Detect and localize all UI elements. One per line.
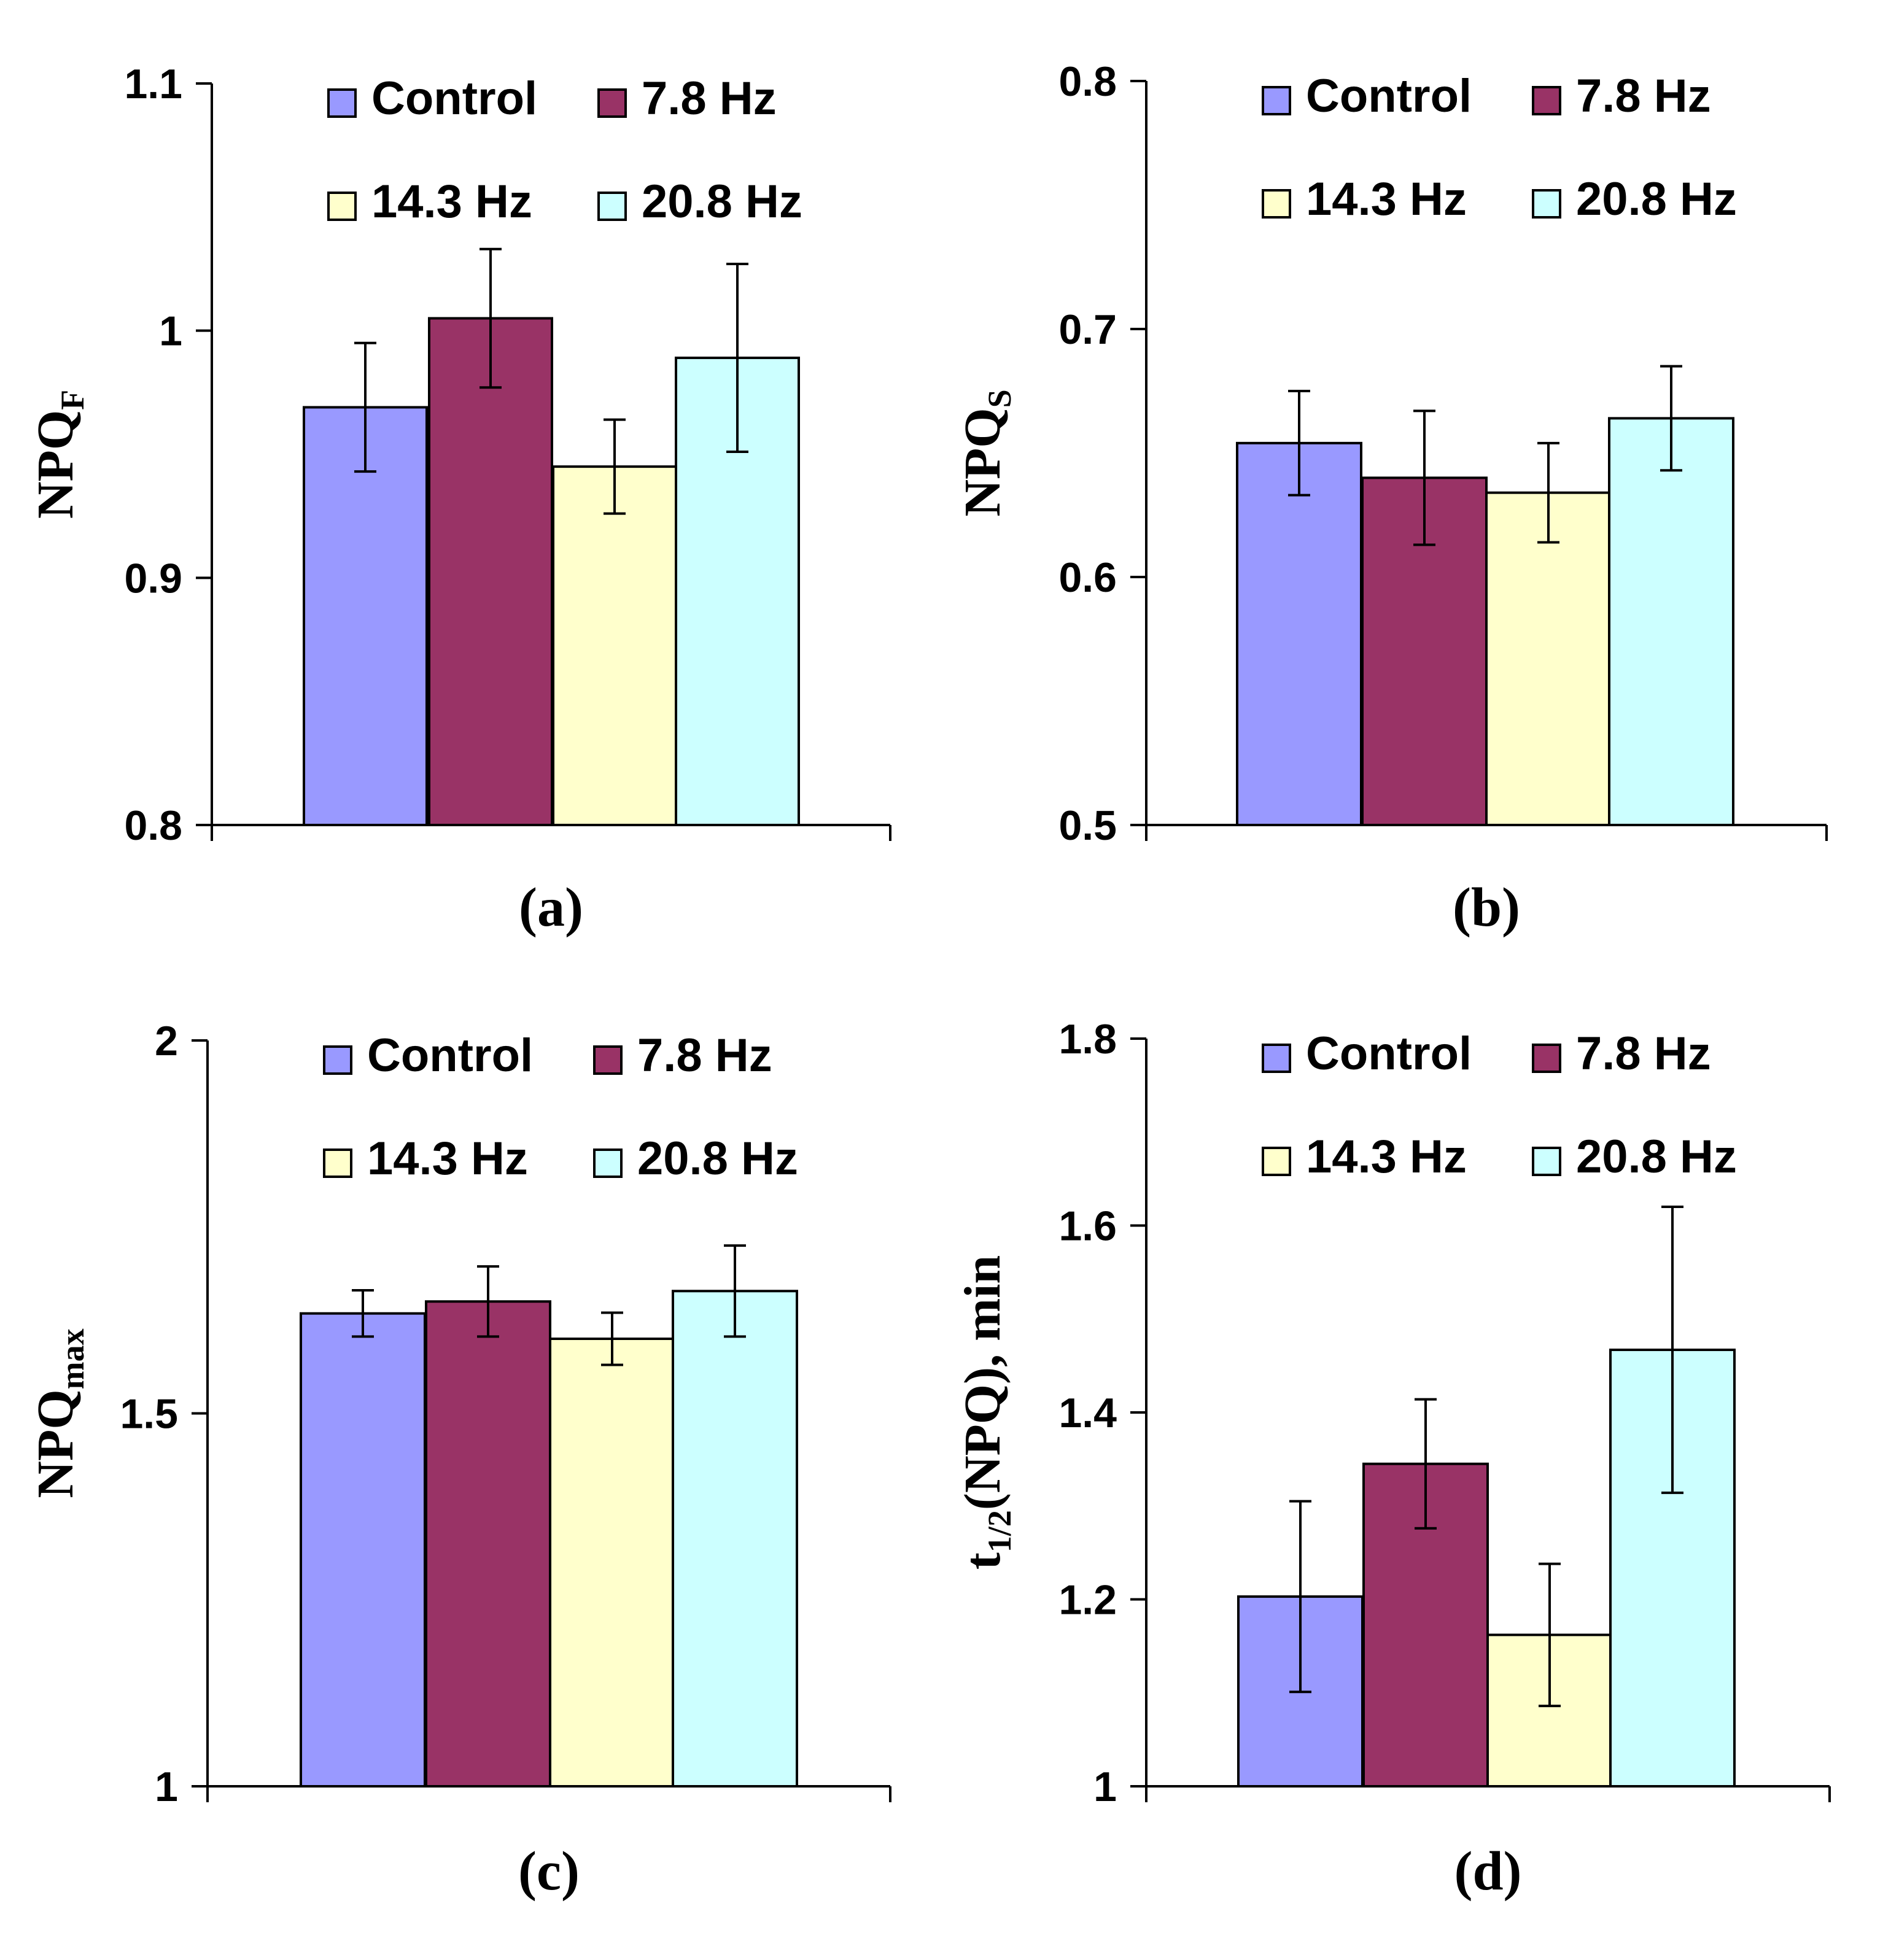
bar-control xyxy=(1236,441,1362,826)
legend-swatch xyxy=(597,88,627,118)
y-tick-label: 1.4 xyxy=(1058,1390,1117,1436)
y-tick-label: 0.8 xyxy=(1058,58,1117,105)
y-axis-label: t1/2(NPQ), min xyxy=(954,1255,1018,1570)
bar-14-3-hz xyxy=(552,465,677,826)
bar-14-3-hz xyxy=(549,1338,675,1788)
y-tick-label: 2 xyxy=(155,1018,178,1064)
legend-label: Control xyxy=(367,1029,533,1082)
y-tick-label: 0.9 xyxy=(124,555,182,602)
bar-7-8-hz xyxy=(425,1300,551,1788)
legend-swatch xyxy=(327,192,357,221)
error-bar xyxy=(1539,1562,1561,1708)
y-tick-label: 1 xyxy=(155,1764,178,1810)
legend: Control 7.8 Hz 14.3 Hz 20.8 Hz xyxy=(1262,1028,1737,1183)
legend-label: 20.8 Hz xyxy=(637,1133,798,1185)
bar-20-8-hz xyxy=(672,1290,798,1788)
panel-d: 1 1.2 1.4 1.6 1.8 Control 7.8 Hz 14.3 Hz 20.8 Hz… xyxy=(954,1016,1831,1902)
legend-swatch xyxy=(593,1148,623,1178)
error-bar xyxy=(1415,1398,1437,1530)
panel-b: 0.5 0.6 0.7 0.8 Control 7.8 Hz 14.3 Hz 20.8 Hz N… xyxy=(954,58,1828,938)
error-bar xyxy=(352,1289,374,1338)
y-tick-label: 1 xyxy=(159,308,182,355)
error-bar xyxy=(1413,409,1435,546)
legend-label: Control xyxy=(1306,1028,1472,1080)
legend-label: 14.3 Hz xyxy=(1306,1131,1467,1183)
error-bar xyxy=(726,262,748,453)
legend-swatch xyxy=(327,88,357,118)
error-bar xyxy=(724,1244,746,1338)
y-tick-label: 0.5 xyxy=(1058,802,1117,849)
legend-swatch xyxy=(593,1045,623,1075)
legend-swatch xyxy=(597,192,627,221)
legend-swatch xyxy=(1532,1044,1561,1073)
bar-control xyxy=(300,1312,426,1788)
legend-label: 20.8 Hz xyxy=(1576,1131,1737,1183)
legend-label: 14.3 Hz xyxy=(1306,173,1467,225)
error-bar xyxy=(1289,1500,1311,1694)
y-tick-label: 0.8 xyxy=(124,802,182,849)
error-bar xyxy=(1288,390,1310,497)
legend-label: 14.3 Hz xyxy=(371,176,532,228)
error-bar xyxy=(1537,441,1559,544)
error-bar xyxy=(477,1265,499,1338)
y-axis-label: NPQF xyxy=(27,390,91,519)
y-axis-label: NPQmax xyxy=(27,1328,91,1498)
legend-label: 7.8 Hz xyxy=(642,72,777,125)
legend-label: 7.8 Hz xyxy=(1576,70,1711,122)
legend-swatch xyxy=(1262,86,1291,115)
y-tick-label: 1.5 xyxy=(120,1391,178,1438)
error-bar xyxy=(1661,1206,1683,1494)
legend-label: Control xyxy=(1306,70,1472,122)
error-bar xyxy=(480,247,502,389)
y-tick-label: 1.1 xyxy=(124,61,182,107)
legend: Control 7.8 Hz 14.3 Hz 20.8 Hz xyxy=(323,1029,798,1185)
y-tick-label: 1.8 xyxy=(1058,1016,1117,1063)
bar-control xyxy=(303,406,428,826)
legend-swatch xyxy=(1532,189,1561,219)
legend-label: 14.3 Hz xyxy=(367,1133,528,1185)
y-tick-label: 1.6 xyxy=(1058,1203,1117,1250)
legend-label: 7.8 Hz xyxy=(1576,1028,1711,1080)
panel-c: 1 1.5 2 Control 7.8 Hz 14.3 Hz 20.8 Hz NPQmax (c… xyxy=(27,1018,891,1902)
panel-label: (a) xyxy=(519,877,583,938)
legend-label: Control xyxy=(371,72,537,125)
panel-a: 0.8 0.9 1 1.1 Control 7.8 Hz 14.3 Hz 20.8 Hz NPQ… xyxy=(27,61,891,938)
y-tick-label: 1 xyxy=(1093,1764,1117,1810)
legend-swatch xyxy=(1262,1147,1291,1176)
bar-7-8-hz xyxy=(428,317,553,826)
panel-label: (b) xyxy=(1453,877,1520,938)
legend-swatch xyxy=(1262,1044,1291,1073)
legend-swatch xyxy=(1262,189,1291,219)
panel-label: (d) xyxy=(1454,1841,1522,1902)
panel-label: (c) xyxy=(518,1841,580,1902)
y-tick-label: 0.7 xyxy=(1058,306,1117,353)
legend: Control 7.8 Hz 14.3 Hz 20.8 Hz xyxy=(1262,70,1737,225)
error-bar xyxy=(1660,365,1682,472)
legend-label: 7.8 Hz xyxy=(637,1029,772,1082)
y-tick-label: 0.6 xyxy=(1058,554,1117,601)
error-bar xyxy=(604,418,626,515)
legend-swatch xyxy=(323,1148,352,1178)
legend-swatch xyxy=(323,1045,352,1075)
error-bar xyxy=(354,341,376,473)
legend: Control 7.8 Hz 14.3 Hz 20.8 Hz xyxy=(327,72,802,228)
bar-20-8-hz xyxy=(1608,417,1734,826)
legend-label: 20.8 Hz xyxy=(642,176,802,228)
legend-swatch xyxy=(1532,1147,1561,1176)
legend-swatch xyxy=(1532,86,1561,115)
legend-label: 20.8 Hz xyxy=(1576,173,1737,225)
y-axis-label: NPQS xyxy=(954,389,1018,516)
error-bar xyxy=(601,1311,623,1366)
y-tick-label: 1.2 xyxy=(1058,1577,1117,1624)
